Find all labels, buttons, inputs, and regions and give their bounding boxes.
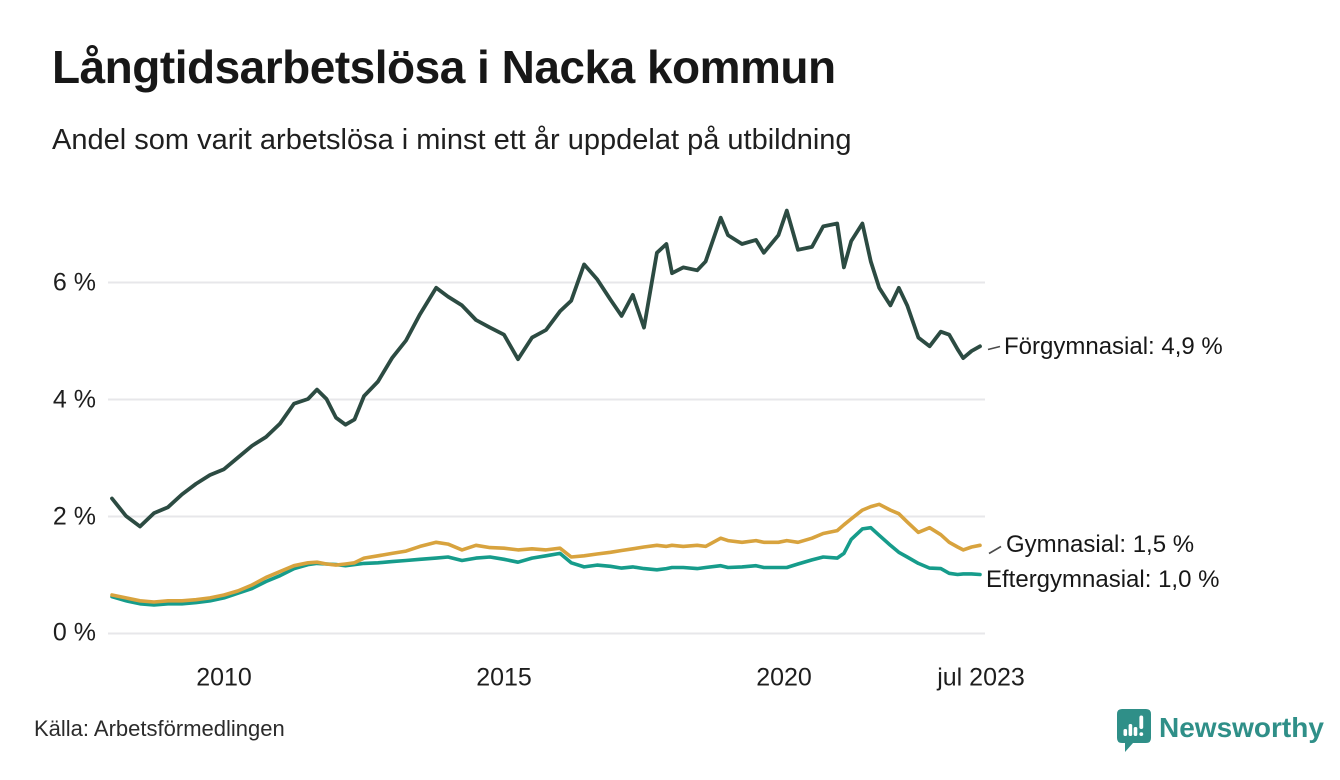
- y-tick-2: 2 %: [52, 502, 96, 531]
- x-tick-2015: 2015: [476, 663, 532, 692]
- x-tick-jul-2023: jul 2023: [937, 663, 1025, 692]
- series-lines: [110, 208, 982, 607]
- page-subtitle: Andel som varit arbetslösa i minst ett å…: [52, 124, 852, 156]
- x-tick-2020: 2020: [756, 663, 812, 692]
- newsworthy-brand: Newsworthy: [1117, 709, 1324, 753]
- series-label-forgymnasial: Förgymnasial: 4,9 %: [1004, 333, 1223, 360]
- gridlines: [108, 281, 985, 635]
- y-tick-0: 0 %: [52, 618, 96, 647]
- series-label-gymnasial: Gymnasial: 1,5 %: [1006, 531, 1195, 558]
- newsworthy-brand-name: Newsworthy: [1159, 712, 1324, 743]
- line-förgymnasial: [110, 208, 982, 529]
- y-tick-6: 6 %: [52, 268, 96, 297]
- source-credit: Källa: Arbetsförmedlingen: [34, 716, 285, 741]
- newsworthy-logo-icon: [1117, 709, 1151, 752]
- y-tick-4: 4 %: [52, 385, 96, 414]
- x-tick-2010: 2010: [196, 663, 252, 692]
- line-gymnasial: [110, 502, 982, 604]
- series-label-eftergymnasial: Eftergymnasial: 1,0 %: [986, 566, 1220, 593]
- label-connectors: [987, 345, 1002, 555]
- connector-gymnasial: [988, 545, 1002, 555]
- line-eftergymnasial: [110, 525, 982, 607]
- connector-forgymnasial: [987, 345, 1001, 351]
- page-title: Långtidsarbetslösa i Nacka kommun: [52, 41, 836, 93]
